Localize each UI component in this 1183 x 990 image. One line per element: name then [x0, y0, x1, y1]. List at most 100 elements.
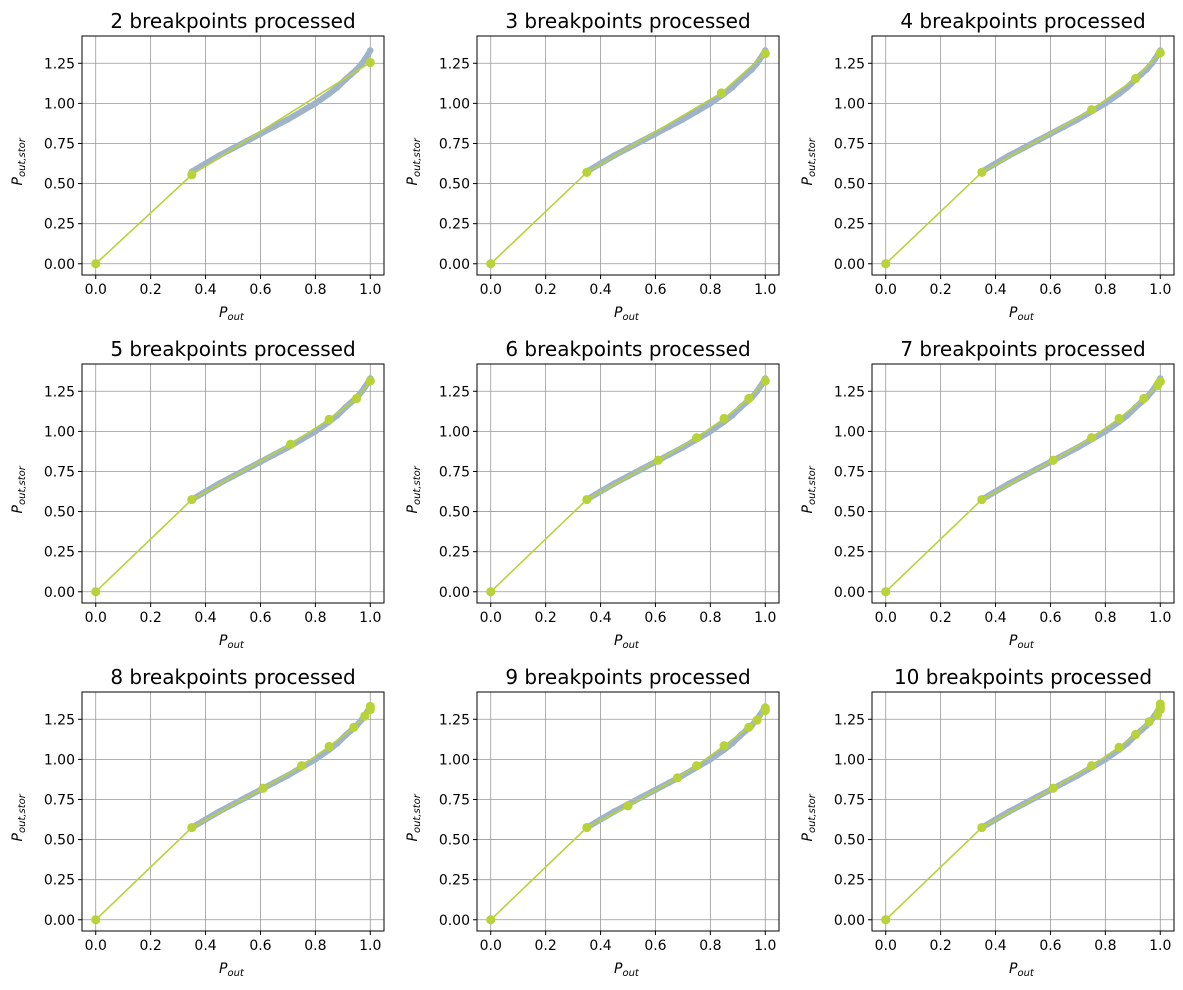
breakpoint-marker [91, 587, 101, 597]
y-tick-label: 1.00 [44, 424, 75, 440]
sample-point [334, 84, 341, 91]
x-tick-label: 0.2 [930, 938, 952, 954]
x-axis-label: Pout [1009, 305, 1035, 323]
axes-frame [476, 691, 780, 932]
x-tick-label: 0.8 [1094, 610, 1116, 626]
x-tick-label: 0.4 [589, 610, 611, 626]
y-tick-label: 0.00 [834, 257, 865, 273]
breakpoint-marker [286, 439, 296, 449]
breakpoint-marker [1144, 717, 1154, 727]
breakpoint-marker [692, 761, 702, 771]
y-tick-label: 0.25 [439, 217, 470, 233]
x-tick-label: 0.0 [875, 282, 897, 298]
plot-area [872, 692, 1174, 931]
y-tick-label: 0.00 [834, 913, 865, 929]
breakpoint-marker [1130, 73, 1141, 84]
breakpoint-marker [760, 49, 770, 59]
y-tick-label: 1.00 [44, 752, 75, 768]
x-tick-label: 0.0 [85, 938, 107, 954]
x-tick-label: 0.8 [1094, 282, 1116, 298]
x-tick-label: 0.8 [699, 938, 721, 954]
breakpoint-marker [760, 703, 770, 713]
y-tick-label: 0.50 [834, 177, 865, 193]
y-tick-label: 0.75 [439, 792, 470, 808]
breakpoint-marker [91, 259, 101, 269]
breakpoint-marker [977, 167, 987, 177]
x-tick-label: 0.4 [589, 938, 611, 954]
x-tick-label: 1.0 [1149, 282, 1171, 298]
y-tick-label: 1.00 [44, 96, 75, 112]
y-axis-label: Pout,stor [405, 137, 423, 185]
x-tick-label: 0.6 [1039, 610, 1061, 626]
x-tick-label: 0.4 [589, 282, 611, 298]
x-tick-label: 0.4 [984, 610, 1006, 626]
y-tick-label: 0.50 [439, 833, 470, 849]
y-tick-label: 0.00 [439, 913, 470, 929]
y-tick-label: 0.50 [834, 833, 865, 849]
breakpoint-marker [582, 167, 592, 177]
breakpoint-marker [672, 773, 683, 783]
breakpoint-marker [1155, 699, 1165, 709]
breakpoint-marker [977, 494, 987, 505]
sample-point [679, 116, 687, 123]
breakpoint-marker [365, 701, 375, 712]
y-tick-label: 1.25 [834, 56, 865, 72]
x-tick-label: 0.6 [249, 610, 271, 626]
breakpoint-marker [187, 494, 197, 505]
x-tick-label: 0.4 [984, 282, 1006, 298]
subplot-2: 0.0 0.2 0.4 0.6 0.8 1.0 0.00 0.25 0.50 0.75 1.00 1.… [405, 9, 780, 323]
y-tick-label: 0.00 [44, 913, 75, 929]
x-tick-label: 0.8 [699, 282, 721, 298]
y-tick-label: 0.25 [834, 545, 865, 561]
sample-point [679, 444, 687, 451]
x-tick-label: 1.0 [359, 938, 381, 954]
y-tick-label: 0.50 [439, 505, 470, 521]
y-tick-label: 0.25 [439, 545, 470, 561]
breakpoint-marker [582, 822, 592, 833]
breakpoint-marker [653, 455, 663, 465]
y-tick-label: 0.25 [439, 873, 470, 889]
y-tick-label: 0.00 [44, 257, 75, 273]
breakpoint-marker [977, 822, 987, 833]
y-tick-label: 0.00 [439, 585, 470, 601]
x-tick-label: 1.0 [754, 610, 776, 626]
sample-point [1074, 444, 1082, 451]
x-tick-label: 1.0 [359, 282, 381, 298]
subplot-title: 3 breakpoints processed [505, 9, 750, 33]
y-tick-label: 0.50 [44, 505, 75, 521]
y-axis-label: Pout,stor [800, 465, 818, 513]
sample-point [342, 732, 349, 739]
y-axis-label: Pout,stor [10, 465, 28, 513]
plot-area [872, 364, 1174, 603]
y-tick-label: 1.25 [44, 56, 75, 72]
breakpoint-marker [692, 433, 702, 443]
sample-point [367, 47, 374, 54]
x-tick-label: 0.6 [249, 282, 271, 298]
sample-point [298, 108, 305, 115]
x-tick-label: 0.0 [480, 938, 502, 954]
subplot-title: 6 breakpoints processed [505, 337, 750, 361]
subplot-title: 9 breakpoints processed [505, 665, 750, 689]
breakpoint-marker [324, 741, 334, 752]
breakpoint-marker [187, 170, 197, 180]
x-axis-label: Pout [614, 633, 640, 651]
y-tick-label: 0.25 [834, 217, 865, 233]
x-tick-label: 1.0 [359, 610, 381, 626]
breakpoint-marker [351, 393, 362, 404]
x-tick-label: 0.6 [644, 610, 666, 626]
breakpoint-marker [760, 376, 770, 386]
subplot-title: 8 breakpoints processed [110, 665, 355, 689]
y-tick-label: 0.50 [44, 177, 75, 193]
y-tick-label: 0.25 [834, 873, 865, 889]
y-tick-label: 1.00 [439, 424, 470, 440]
y-tick-label: 0.25 [44, 217, 75, 233]
breakpoint-marker [486, 259, 496, 269]
x-tick-label: 0.2 [140, 282, 162, 298]
y-tick-label: 0.75 [439, 136, 470, 152]
plot-area [82, 36, 384, 275]
x-axis-label: Pout [614, 305, 640, 323]
sample-point [325, 90, 333, 97]
y-tick-label: 1.25 [439, 56, 470, 72]
y-tick-label: 0.25 [44, 545, 75, 561]
